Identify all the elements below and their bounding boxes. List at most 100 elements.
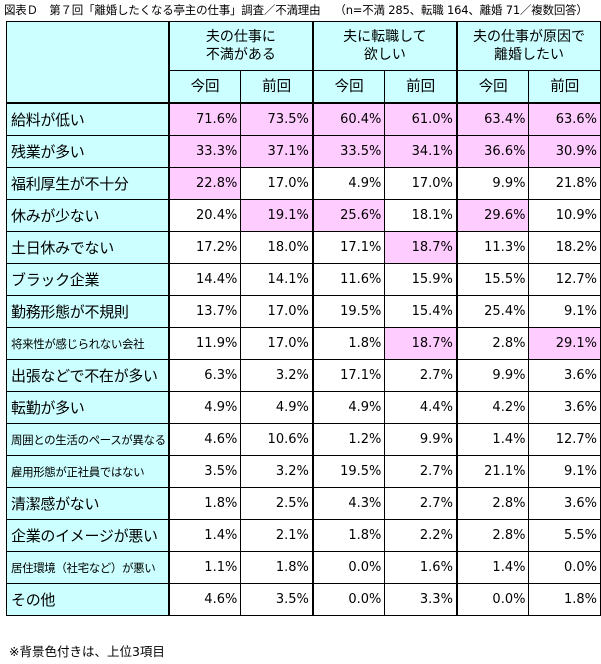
footnote: ※背景色付きは、上位3項目 <box>9 644 165 659</box>
value-cell: 10.6% <box>240 423 314 456</box>
subheader-current: 今回 <box>167 70 242 104</box>
row-label: 清潔感がない <box>5 487 170 520</box>
value-cell: 9.9% <box>455 359 530 392</box>
value-cell: 19.1% <box>240 199 314 232</box>
table-row: 企業のイメージが悪い 1.4% 2.1% 1.8% 2.2% 2.8% 5.5% <box>5 519 601 552</box>
value-cell: 6.3% <box>167 359 242 392</box>
table-row: ブラック企業 14.4% 14.1% 11.6% 15.9% 15.5% 12.7% <box>5 263 601 296</box>
value-cell: 4.6% <box>167 423 242 456</box>
value-cell: 21.1% <box>455 455 530 488</box>
value-cell: 3.5% <box>167 455 242 488</box>
group-header-complaint: 夫の仕事に 不満がある <box>167 21 314 71</box>
value-cell: 3.3% <box>384 583 458 616</box>
table-row: 雇用形態が正社員ではない 3.5% 3.2% 19.5% 2.7% 21.1% 9.1% <box>5 455 601 488</box>
value-cell: 18.0% <box>240 231 314 264</box>
value-cell: 33.3% <box>167 135 242 168</box>
title-text: 図表Ｄ 第７回「離婚したくなる亭主の仕事」調査／不満理由 <box>4 3 321 17</box>
value-cell: 1.8% <box>528 583 601 616</box>
row-label: 勤務形態が不規則 <box>5 295 170 328</box>
value-cell: 19.5% <box>311 295 386 328</box>
value-cell: 3.2% <box>240 455 314 488</box>
table-body: 給料が低い 71.6% 73.5% 60.4% 61.0% 63.4% 63.6% 残業が多い… <box>5 102 601 616</box>
value-cell: 9.9% <box>384 423 458 456</box>
value-cell: 2.7% <box>384 359 458 392</box>
value-cell: 34.1% <box>384 135 458 168</box>
value-cell: 37.1% <box>240 135 314 168</box>
value-cell: 1.1% <box>167 551 242 584</box>
row-label: 周囲との生活のペースが異なる <box>5 423 170 456</box>
table-row: 休みが少ない 20.4% 19.1% 25.6% 18.1% 29.6% 10.9% <box>5 199 601 232</box>
value-cell: 4.9% <box>167 391 242 424</box>
value-cell: 1.8% <box>311 327 386 360</box>
value-cell: 3.6% <box>528 391 601 424</box>
value-cell: 14.4% <box>167 263 242 296</box>
value-cell: 9.1% <box>528 455 601 488</box>
row-label: 休みが少ない <box>5 199 170 232</box>
value-cell: 18.7% <box>384 231 458 264</box>
value-cell: 17.0% <box>384 167 458 200</box>
subheader-previous: 前回 <box>528 70 601 104</box>
value-cell: 36.6% <box>455 135 530 168</box>
value-cell: 0.0% <box>528 551 601 584</box>
row-label: 将来性が感じられない会社 <box>5 327 170 360</box>
table-row: 将来性が感じられない会社 11.9% 17.0% 1.8% 18.7% 2.8% 29.1% <box>5 327 601 360</box>
value-cell: 15.5% <box>455 263 530 296</box>
table-row: 清潔感がない 1.8% 2.5% 4.3% 2.7% 2.8% 3.6% <box>5 487 601 520</box>
value-cell: 15.4% <box>384 295 458 328</box>
value-cell: 9.1% <box>528 295 601 328</box>
value-cell: 1.2% <box>311 423 386 456</box>
value-cell: 22.8% <box>167 167 242 200</box>
sample-size-note: （n=不満 285、転職 164、離婚 71／複数回答） <box>334 3 588 17</box>
value-cell: 3.6% <box>528 487 601 520</box>
data-table: 夫の仕事に 不満がある 夫に転職して 欲しい 夫の仕事が原因で 離婚したい 今回 前回… <box>5 21 601 616</box>
value-cell: 17.0% <box>240 327 314 360</box>
value-cell: 63.6% <box>528 102 601 136</box>
table-row: 土日休みでない 17.2% 18.0% 17.1% 18.7% 11.3% 18.2% <box>5 231 601 264</box>
value-cell: 18.2% <box>528 231 601 264</box>
value-cell: 2.8% <box>455 487 530 520</box>
value-cell: 17.1% <box>311 359 386 392</box>
table-row: 居住環境（社宅など）が悪い 1.1% 1.8% 0.0% 1.6% 1.4% 0.0% <box>5 551 601 584</box>
value-cell: 15.9% <box>384 263 458 296</box>
subheader-previous: 前回 <box>240 70 314 104</box>
value-cell: 3.2% <box>240 359 314 392</box>
value-cell: 2.8% <box>455 327 530 360</box>
value-cell: 11.3% <box>455 231 530 264</box>
value-cell: 12.7% <box>528 423 601 456</box>
group-header-job-change: 夫に転職して 欲しい <box>311 21 458 71</box>
value-cell: 71.6% <box>167 102 242 136</box>
value-cell: 2.7% <box>384 455 458 488</box>
value-cell: 0.0% <box>311 583 386 616</box>
value-cell: 11.9% <box>167 327 242 360</box>
subheader-current: 今回 <box>311 70 386 104</box>
row-label: 残業が多い <box>5 135 170 168</box>
row-label: 企業のイメージが悪い <box>5 519 170 552</box>
value-cell: 1.4% <box>455 423 530 456</box>
group-header-divorce: 夫の仕事が原因で 離婚したい <box>455 21 601 71</box>
row-label: 給料が低い <box>5 102 170 136</box>
value-cell: 1.4% <box>455 551 530 584</box>
value-cell: 4.6% <box>167 583 242 616</box>
value-cell: 19.5% <box>311 455 386 488</box>
value-cell: 13.7% <box>167 295 242 328</box>
value-cell: 1.8% <box>167 487 242 520</box>
value-cell: 21.8% <box>528 167 601 200</box>
value-cell: 73.5% <box>240 102 314 136</box>
value-cell: 5.5% <box>528 519 601 552</box>
value-cell: 30.9% <box>528 135 601 168</box>
value-cell: 12.7% <box>528 263 601 296</box>
value-cell: 3.5% <box>240 583 314 616</box>
value-cell: 14.1% <box>240 263 314 296</box>
chart-title: 図表Ｄ 第７回「離婚したくなる亭主の仕事」調査／不満理由 （n=不満 285、転職… <box>4 2 588 18</box>
value-cell: 17.1% <box>311 231 386 264</box>
value-cell: 29.1% <box>528 327 601 360</box>
table-row: 給料が低い 71.6% 73.5% 60.4% 61.0% 63.4% 63.6% <box>5 102 601 136</box>
row-label: 福利厚生が不十分 <box>5 167 170 200</box>
table-row: 勤務形態が不規則 13.7% 17.0% 19.5% 15.4% 25.4% 9.1% <box>5 295 601 328</box>
value-cell: 61.0% <box>384 102 458 136</box>
value-cell: 3.6% <box>528 359 601 392</box>
table-row: 周囲との生活のペースが異なる 4.6% 10.6% 1.2% 9.9% 1.4% 12.7% <box>5 423 601 456</box>
value-cell: 4.9% <box>311 167 386 200</box>
table-row: 福利厚生が不十分 22.8% 17.0% 4.9% 17.0% 9.9% 21.8% <box>5 167 601 200</box>
row-label: 転勤が多い <box>5 391 170 424</box>
